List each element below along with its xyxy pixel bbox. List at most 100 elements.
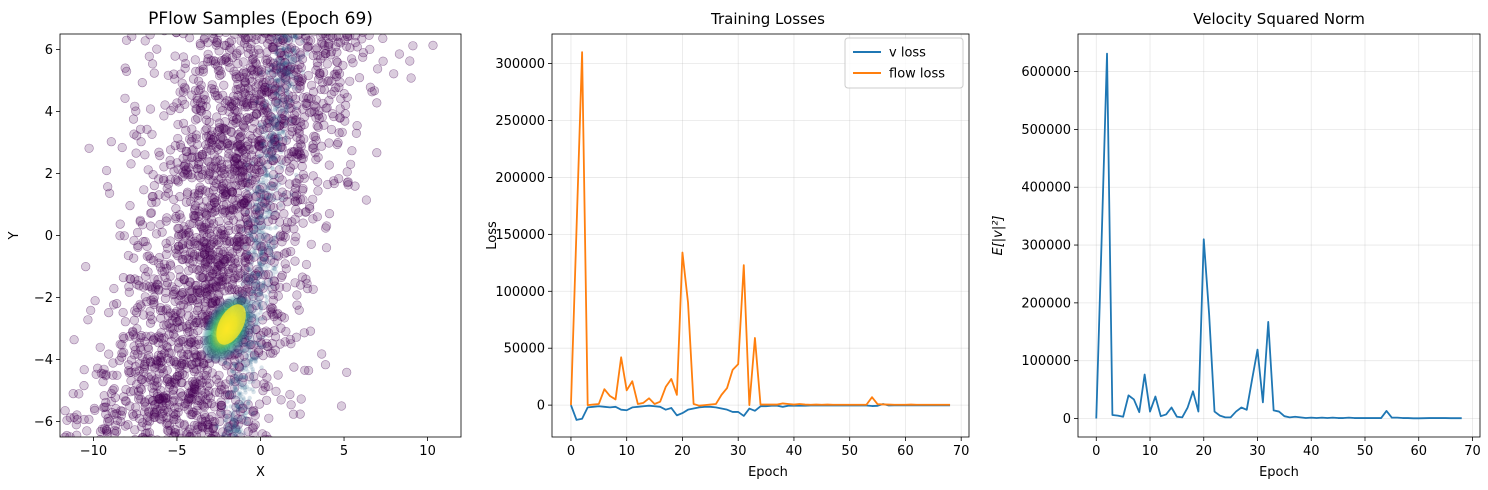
scatter-point <box>133 240 143 251</box>
scatter-point <box>281 156 291 166</box>
scatter-point <box>317 78 328 88</box>
scatter-point <box>313 110 324 120</box>
scatter-point <box>149 381 159 391</box>
scatter-point <box>219 183 229 193</box>
ridge-point <box>260 234 265 240</box>
scatter-point <box>181 159 191 169</box>
scatter-point <box>255 399 265 409</box>
ridge-point <box>220 410 226 415</box>
scatter-point <box>66 446 75 455</box>
scatter-point <box>181 165 191 175</box>
scatter-point <box>101 397 111 408</box>
scatter-point <box>291 232 301 242</box>
ridge-point <box>226 390 232 395</box>
y-tick-label: 0 <box>45 229 53 244</box>
ridge-point <box>267 67 272 72</box>
scatter-point <box>117 340 127 350</box>
scatter-point <box>185 431 195 437</box>
scatter-point <box>245 179 255 189</box>
scatter-point <box>223 266 233 277</box>
scatter-point <box>84 414 94 425</box>
scatter-point <box>159 368 169 378</box>
scatter-point <box>126 159 136 169</box>
scatter-point <box>241 162 251 172</box>
scatter-point <box>302 92 312 102</box>
scatter-point <box>253 45 263 55</box>
ridge-point <box>242 420 248 426</box>
scatter-point <box>108 370 118 380</box>
ridge-point <box>276 142 282 148</box>
scatter-point <box>144 344 154 354</box>
scatter-point <box>154 398 164 409</box>
scatter-point <box>118 273 128 283</box>
scatter-point <box>193 240 203 250</box>
scatter-point <box>311 65 321 75</box>
scatter-point <box>204 427 214 437</box>
scatter-point <box>207 80 217 90</box>
scatter-point <box>290 256 300 266</box>
scatter-point <box>261 270 271 280</box>
scatter-point <box>165 145 176 155</box>
scatter-point <box>216 245 226 256</box>
scatter-point <box>297 272 308 282</box>
scatter-point <box>157 447 166 456</box>
scatter-point <box>251 164 261 174</box>
scatter-point <box>271 251 282 261</box>
scatter-point <box>261 115 271 125</box>
scatter-point <box>182 357 192 367</box>
ridge-point <box>250 369 256 374</box>
scatter-point <box>329 69 339 79</box>
scatter-point <box>126 376 136 386</box>
scatter-point <box>289 362 299 372</box>
scatter-point <box>248 58 258 68</box>
x-tick-label: −5 <box>167 444 186 459</box>
scatter-point <box>176 433 186 437</box>
ridge-point <box>293 105 298 110</box>
scatter-point <box>141 331 151 341</box>
scatter-point <box>326 89 336 99</box>
scatter-point <box>187 394 197 404</box>
scatter-point <box>350 34 361 41</box>
scatter-point <box>218 135 228 145</box>
scatter-point <box>199 207 209 217</box>
x-tick-label: 0 <box>256 444 264 459</box>
scatter-point <box>141 377 151 387</box>
legend-label-flow-loss: flow loss <box>889 67 945 82</box>
losses-y-label: Loss <box>485 221 500 250</box>
scatter-point <box>174 362 184 372</box>
ridge-point <box>290 65 296 71</box>
scatter-point <box>372 98 382 108</box>
scatter-point <box>198 311 208 321</box>
scatter-point <box>233 414 243 424</box>
scatter-point <box>251 324 261 335</box>
scatter-point <box>292 84 302 94</box>
scatter-point <box>235 236 245 247</box>
scatter-point <box>174 397 184 407</box>
scatter-point <box>174 230 184 240</box>
scatter-point <box>192 405 202 415</box>
scatter-point <box>204 187 214 198</box>
scatter-point <box>201 115 212 125</box>
scatter-point <box>226 169 236 179</box>
losses-plot-area <box>552 34 969 437</box>
scatter-point <box>150 376 160 386</box>
scatter-point <box>90 296 100 306</box>
ridge-point <box>270 63 275 68</box>
scatter-point <box>335 38 346 48</box>
scatter-point <box>230 173 240 184</box>
scatter-point <box>162 393 172 403</box>
ridge-point <box>279 107 285 112</box>
scatter-point <box>310 148 320 158</box>
scatter-point <box>197 421 207 431</box>
scatter-point <box>205 266 215 276</box>
scatter-point <box>220 54 230 64</box>
scatter-point <box>178 167 188 177</box>
scatter-point <box>273 370 283 380</box>
scatter-point <box>343 177 353 187</box>
scatter-point <box>166 160 176 170</box>
scatter-point <box>168 396 178 407</box>
scatter-point <box>365 82 376 92</box>
scatter-point <box>147 443 156 452</box>
scatter-point <box>268 170 279 180</box>
scatter-point <box>202 109 212 120</box>
